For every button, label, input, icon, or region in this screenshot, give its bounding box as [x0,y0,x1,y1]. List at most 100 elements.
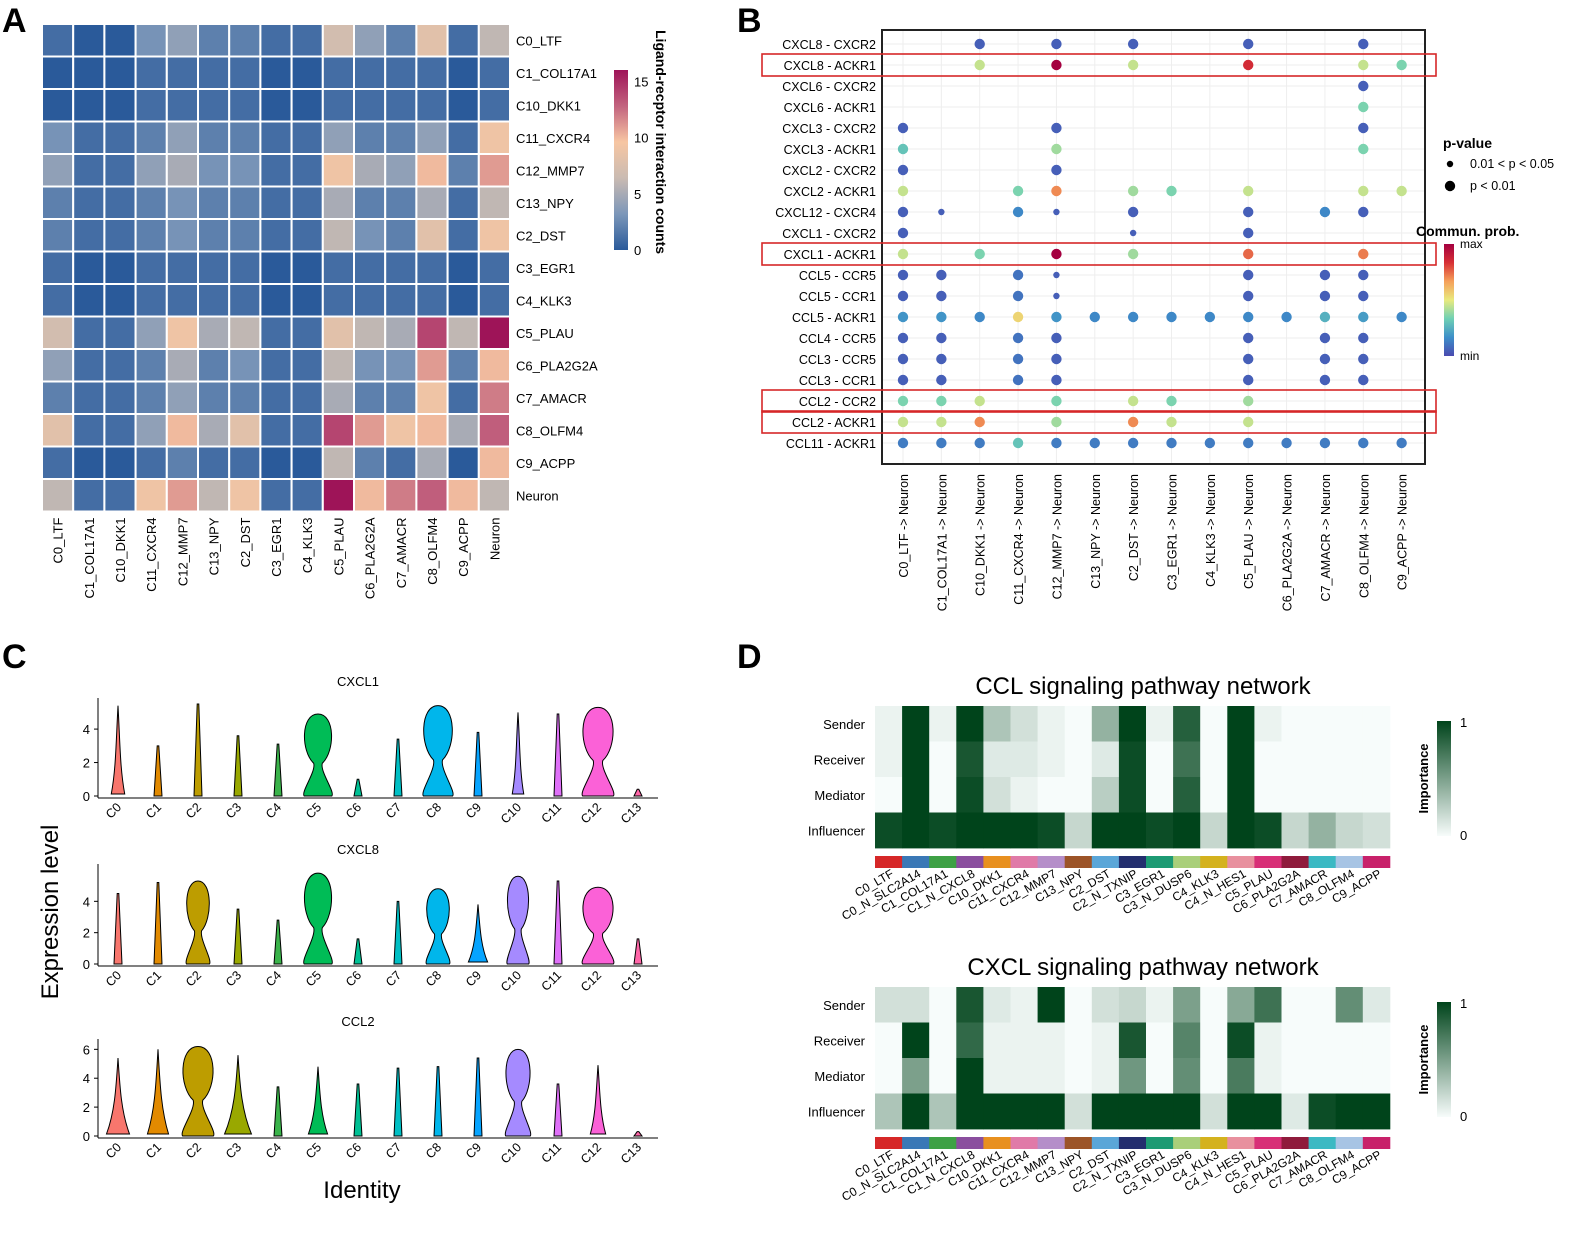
heatmap-cell-neuron-c8-olfm4 [415,478,449,513]
x-tick-label-c2: C2 [183,800,204,821]
heatmap-cell-c7-amacr-c10-dkk1 [103,380,137,415]
network-color-bar-c4-n-hes1 [1227,856,1255,868]
panel-d-ccl-network-heatmap: CCL signaling pathway network Sender Recei… [808,673,1467,923]
network-cell-receiver-c2-dst [1091,1022,1120,1059]
point-ccl11-ackr1-c0-ltf-neuron [897,437,909,449]
pair-label-ccl11-ackr1: CCL11 - ACKR1 [786,437,876,451]
point-ccl3-ccr5-c7-amacr-neuron [1319,353,1331,365]
point-cxcl12-cxcr4-c11-cxcr4-neuron [1012,206,1024,218]
network-cell-mediator-c3-n-dusp6 [1173,1058,1201,1094]
point-ccl11-ackr1-c11-cxcr4-neuron [1012,437,1024,449]
network-cell-influencer-c1-n-cxcl8 [956,812,984,849]
panel-label-b: B [737,2,762,40]
network-cell-mediator-c10-dkk1 [983,1058,1011,1094]
heatmap-cell-c4-klk3-neuron [477,283,511,318]
y-tick-label: 0 [83,789,90,804]
importance-legend-bar [1437,1002,1451,1117]
heatmap-cell-c8-olfm4-c13-npy [197,413,231,448]
network-cell-sender-c10-dkk1 [983,706,1011,742]
heatmap-cell-c12-mmp7-c6-pla2g2a [353,153,387,188]
heatmap-cell-c2-dst-c13-npy [197,218,231,253]
heatmap-cell-c7-amacr-c1-col17a1 [72,380,106,415]
x-tick-label-c4: C4 [263,800,284,821]
point-cxcl1-ackr1-c0-ltf-neuron [897,248,909,260]
network-cell-mediator-c10-dkk1 [983,777,1011,813]
heatmap-cell-c12-mmp7-c13-npy [197,153,231,188]
heatmap-cell-c7-amacr-c3-egr1 [259,380,293,415]
violin-cxcl1-c4 [273,743,283,797]
heatmap-cell-c0-ltf-c4-klk3 [290,23,324,58]
network-cell-sender-c7-amacr [1308,706,1337,742]
point-cxcl12-cxcr4-c5-plau-neuron [1243,206,1254,218]
heatmap-cell-c2-dst-c12-mmp7 [165,218,200,253]
source-label-c13-npy-neuron: C13_NPY -> Neuron [1089,474,1103,589]
point-ccl2-ackr1-c12-mmp7-neuron [1051,416,1062,428]
heatmap-cell-neuron-c9-acpp [446,478,480,513]
source-label-c7-amacr-neuron: C7_AMACR -> Neuron [1319,474,1333,602]
network-color-bar-c7-amacr [1308,1137,1337,1149]
heatmap-cell-c10-dkk1-c3-egr1 [259,88,293,123]
point-cxcl2-ackr1-c11-cxcr4-neuron [1012,185,1024,197]
heatmap-cell-c1-col17a1-c4-klk3 [290,55,324,90]
violin-ccl2-c5 [307,1066,329,1135]
network-color-bar-c4-n-hes1 [1227,1137,1255,1149]
heatmap-cell-c13-npy-c11-cxcr4 [134,185,168,220]
col-label-c6-pla2g2a: C6_PLA2G2A [363,517,378,599]
heatmap-cell-c6-pla2g2a-c1-col17a1 [72,348,106,383]
network-cell-influencer-c7-amacr [1308,1093,1337,1130]
point-cxcl3-ackr1-c0-ltf-neuron [897,143,909,155]
point-cxcl8-cxcr2-c5-plau-neuron [1243,38,1254,50]
network-cell-sender-c13-npy [1064,706,1093,742]
x-tick-label-c6: C6 [343,1140,364,1161]
network-cell-mediator-c13-npy [1064,777,1093,813]
point-ccl11-ackr1-c12-mmp7-neuron [1051,437,1062,449]
violin-cxcl1-c2 [193,703,203,797]
network-cell-mediator-c6-pla2g2a [1281,777,1309,813]
point-ccl2-ackr1-c0-ltf-neuron [897,416,909,428]
network-color-bar-c10-dkk1 [983,856,1011,868]
importance-legend-max: 1 [1460,715,1467,730]
heatmap-legend-bar [614,70,628,250]
heatmap-cell-c5-plau-c12-mmp7 [165,315,200,350]
heatmap-cell-c2-dst-c2-dst [228,218,262,253]
network-cell-mediator-c4-n-hes1 [1227,777,1255,813]
heatmap-cell-c12-mmp7-c7-amacr [384,153,418,188]
heatmap-cell-c2-dst-c5-plau [321,218,355,253]
heatmap-cell-c4-klk3-c9-acpp [446,283,480,318]
heatmap-cell-c10-dkk1-c4-klk3 [290,88,324,123]
violin-ccl2-c4 [273,1086,283,1137]
violin-cxcl8-c10 [506,875,530,965]
point-ccl11-ackr1-c7-amacr-neuron [1319,437,1331,449]
point-ccl11-ackr1-c10-dkk1-neuron [974,437,985,449]
pair-label-cxcl1-cxcr2: CXCL1 - CXCR2 [782,227,876,241]
panel-label-a: A [2,2,27,40]
heatmap-cell-c11-cxcr4-neuron [477,120,511,155]
prob-legend-bar [1444,244,1454,356]
point-ccl3-ccr5-c5-plau-neuron [1243,353,1254,365]
violin-title-ccl2: CCL2 [341,1014,374,1029]
x-tick-label-c12: C12 [578,1140,604,1166]
heatmap-cell-neuron-c7-amacr [384,478,418,513]
heatmap-cell-c5-plau-c3-egr1 [259,315,293,350]
x-tick-label-c5: C5 [303,800,324,821]
heatmap-cell-c7-amacr-c4-klk3 [290,380,324,415]
network-cell-receiver-c5-plau [1254,741,1282,778]
point-ccl2-ccr2-c12-mmp7-neuron [1051,395,1062,407]
heatmap-cell-c8-olfm4-c8-olfm4 [415,413,449,448]
point-ccl3-ccr5-c8-olfm4-neuron [1358,353,1369,365]
panel-label-d: D [737,638,762,676]
heatmap-cell-c11-cxcr4-c7-amacr [384,120,418,155]
row-label-c13-npy: C13_NPY [516,196,574,211]
network-cell-sender-c11-cxcr4 [1010,706,1038,742]
network-color-bar-c4-klk3 [1200,1137,1228,1149]
x-tick-label-c7: C7 [383,1140,404,1161]
source-label-c4-klk3-neuron: C4_KLK3 -> Neuron [1204,474,1218,587]
heatmap-cell-c12-mmp7-c8-olfm4 [415,153,449,188]
network-cell-influencer-c0-n-slc2a14 [902,812,930,849]
heatmap-cell-c7-amacr-c5-plau [321,380,355,415]
heatmap-cell-c6-pla2g2a-c2-dst [228,348,262,383]
network-color-bar-c3-egr1 [1146,1137,1174,1149]
heatmap-cell-c6-pla2g2a-c5-plau [321,348,355,383]
x-tick-label-c4: C4 [263,1140,284,1161]
network-cell-mediator-c11-cxcr4 [1010,1058,1038,1094]
